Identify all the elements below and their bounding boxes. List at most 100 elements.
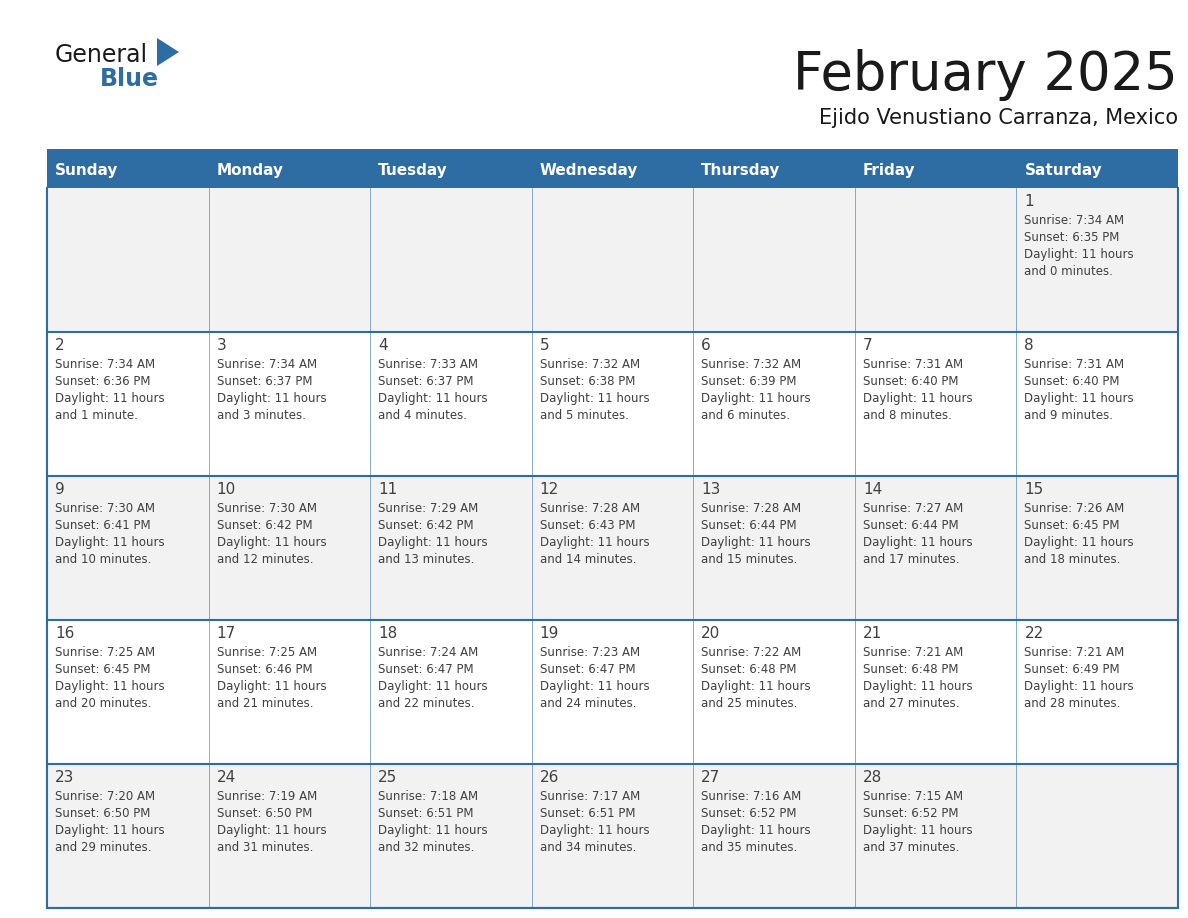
Text: Sunset: 6:50 PM: Sunset: 6:50 PM (55, 807, 151, 820)
Text: 9: 9 (55, 482, 65, 497)
Bar (855, 620, 1017, 764)
Text: Thursday: Thursday (701, 162, 781, 177)
Text: Sunrise: 7:31 AM: Sunrise: 7:31 AM (1024, 358, 1125, 371)
Text: Daylight: 11 hours: Daylight: 11 hours (378, 536, 488, 549)
Bar (371, 764, 532, 908)
Text: Sunset: 6:38 PM: Sunset: 6:38 PM (539, 375, 636, 388)
Bar (209, 764, 371, 908)
Text: Sunrise: 7:26 AM: Sunrise: 7:26 AM (1024, 502, 1125, 515)
Text: 17: 17 (216, 626, 236, 641)
Text: Daylight: 11 hours: Daylight: 11 hours (701, 680, 811, 693)
Text: Sunset: 6:36 PM: Sunset: 6:36 PM (55, 375, 151, 388)
Text: Daylight: 11 hours: Daylight: 11 hours (378, 392, 488, 405)
Text: Daylight: 11 hours: Daylight: 11 hours (378, 680, 488, 693)
Text: Wednesday: Wednesday (539, 162, 638, 177)
Text: 7: 7 (862, 338, 872, 353)
Text: 5: 5 (539, 338, 549, 353)
Bar (1017, 764, 1178, 908)
Bar (532, 332, 694, 476)
Bar (694, 476, 855, 620)
Bar (371, 476, 532, 620)
Text: 23: 23 (55, 770, 75, 785)
Text: and 14 minutes.: and 14 minutes. (539, 553, 637, 566)
Text: Sunrise: 7:25 AM: Sunrise: 7:25 AM (216, 646, 317, 659)
Text: 6: 6 (701, 338, 712, 353)
Text: Daylight: 11 hours: Daylight: 11 hours (701, 392, 811, 405)
Text: Sunset: 6:46 PM: Sunset: 6:46 PM (216, 663, 312, 676)
Text: Daylight: 11 hours: Daylight: 11 hours (55, 536, 165, 549)
Polygon shape (157, 38, 179, 66)
Text: and 0 minutes.: and 0 minutes. (1024, 265, 1113, 278)
Text: Sunrise: 7:33 AM: Sunrise: 7:33 AM (378, 358, 478, 371)
Text: 20: 20 (701, 626, 721, 641)
Text: Daylight: 11 hours: Daylight: 11 hours (216, 536, 327, 549)
Text: Sunset: 6:47 PM: Sunset: 6:47 PM (378, 663, 474, 676)
Bar (48, 149, 1178, 152)
Text: Daylight: 11 hours: Daylight: 11 hours (1024, 392, 1135, 405)
Text: Sunset: 6:43 PM: Sunset: 6:43 PM (539, 519, 636, 532)
Text: 26: 26 (539, 770, 560, 785)
Text: Sunrise: 7:19 AM: Sunrise: 7:19 AM (216, 790, 317, 803)
Text: Sunset: 6:49 PM: Sunset: 6:49 PM (1024, 663, 1120, 676)
Text: Sunset: 6:37 PM: Sunset: 6:37 PM (216, 375, 312, 388)
Text: Sunset: 6:45 PM: Sunset: 6:45 PM (1024, 519, 1120, 532)
Bar (855, 764, 1017, 908)
Text: Daylight: 11 hours: Daylight: 11 hours (216, 680, 327, 693)
Bar (855, 188, 1017, 332)
Bar (209, 476, 371, 620)
Text: and 13 minutes.: and 13 minutes. (378, 553, 474, 566)
Text: Sunrise: 7:18 AM: Sunrise: 7:18 AM (378, 790, 479, 803)
Text: Sunset: 6:48 PM: Sunset: 6:48 PM (701, 663, 797, 676)
Text: Sunrise: 7:34 AM: Sunrise: 7:34 AM (1024, 214, 1125, 227)
Text: February 2025: February 2025 (794, 49, 1178, 101)
Text: and 32 minutes.: and 32 minutes. (378, 841, 474, 854)
Text: Daylight: 11 hours: Daylight: 11 hours (55, 824, 165, 837)
Text: General: General (55, 43, 148, 67)
Text: 8: 8 (1024, 338, 1034, 353)
Text: and 3 minutes.: and 3 minutes. (216, 409, 305, 422)
Text: Sunset: 6:41 PM: Sunset: 6:41 PM (55, 519, 151, 532)
Text: Sunset: 6:50 PM: Sunset: 6:50 PM (216, 807, 312, 820)
Text: Sunrise: 7:21 AM: Sunrise: 7:21 AM (1024, 646, 1125, 659)
Text: 2: 2 (55, 338, 64, 353)
Text: Daylight: 11 hours: Daylight: 11 hours (539, 680, 650, 693)
Text: Sunset: 6:52 PM: Sunset: 6:52 PM (862, 807, 959, 820)
Text: and 29 minutes.: and 29 minutes. (55, 841, 152, 854)
Text: Sunset: 6:40 PM: Sunset: 6:40 PM (862, 375, 959, 388)
Text: Sunrise: 7:24 AM: Sunrise: 7:24 AM (378, 646, 479, 659)
Bar (371, 188, 532, 332)
Bar (1017, 476, 1178, 620)
Bar (694, 764, 855, 908)
Text: Sunrise: 7:22 AM: Sunrise: 7:22 AM (701, 646, 802, 659)
Text: Sunset: 6:48 PM: Sunset: 6:48 PM (862, 663, 959, 676)
Text: Sunset: 6:51 PM: Sunset: 6:51 PM (378, 807, 474, 820)
Text: and 6 minutes.: and 6 minutes. (701, 409, 790, 422)
Text: 10: 10 (216, 482, 236, 497)
Text: and 12 minutes.: and 12 minutes. (216, 553, 314, 566)
Bar (532, 188, 694, 332)
Text: Tuesday: Tuesday (378, 162, 448, 177)
Text: 21: 21 (862, 626, 883, 641)
Text: Sunrise: 7:21 AM: Sunrise: 7:21 AM (862, 646, 963, 659)
Text: and 8 minutes.: and 8 minutes. (862, 409, 952, 422)
Bar (532, 620, 694, 764)
Text: 25: 25 (378, 770, 398, 785)
Text: Daylight: 11 hours: Daylight: 11 hours (539, 392, 650, 405)
Text: 14: 14 (862, 482, 883, 497)
Text: Sunset: 6:40 PM: Sunset: 6:40 PM (1024, 375, 1120, 388)
Text: and 25 minutes.: and 25 minutes. (701, 697, 797, 710)
Text: Sunrise: 7:28 AM: Sunrise: 7:28 AM (539, 502, 640, 515)
Bar (209, 188, 371, 332)
Text: and 31 minutes.: and 31 minutes. (216, 841, 312, 854)
Bar (48, 764, 209, 908)
Text: and 10 minutes.: and 10 minutes. (55, 553, 151, 566)
Text: Daylight: 11 hours: Daylight: 11 hours (539, 536, 650, 549)
Bar (532, 476, 694, 620)
Text: Daylight: 11 hours: Daylight: 11 hours (862, 824, 973, 837)
Text: Sunrise: 7:15 AM: Sunrise: 7:15 AM (862, 790, 963, 803)
Text: Sunrise: 7:31 AM: Sunrise: 7:31 AM (862, 358, 963, 371)
Bar (855, 476, 1017, 620)
Text: and 21 minutes.: and 21 minutes. (216, 697, 314, 710)
Text: Daylight: 11 hours: Daylight: 11 hours (55, 392, 165, 405)
Text: and 15 minutes.: and 15 minutes. (701, 553, 797, 566)
